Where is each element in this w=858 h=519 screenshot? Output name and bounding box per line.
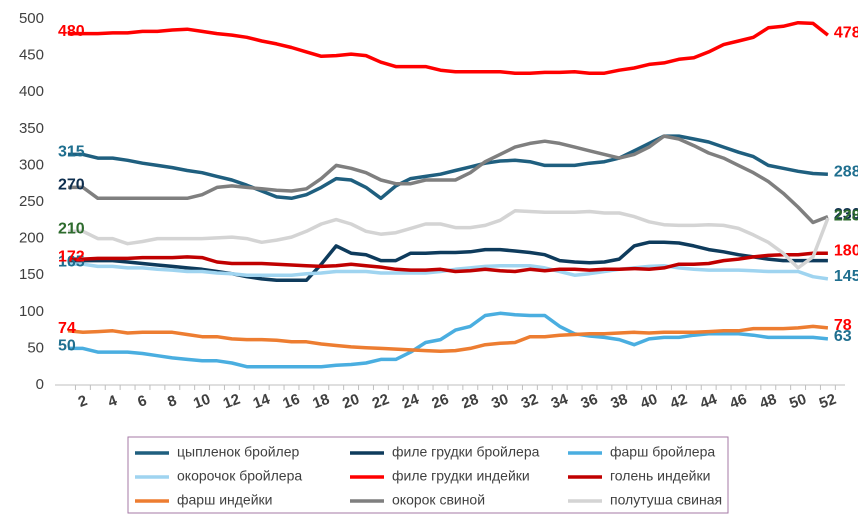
x-tick-label: 8 bbox=[165, 392, 179, 411]
data-label: 315 bbox=[58, 144, 85, 161]
y-tick-label: 400 bbox=[19, 83, 44, 100]
data-label: 63 bbox=[834, 328, 852, 345]
legend-label: окорочок бройлера bbox=[177, 468, 302, 484]
data-label: 478 bbox=[834, 24, 858, 41]
data-label: 145 bbox=[834, 268, 858, 285]
x-tick-label: 40 bbox=[638, 391, 659, 413]
x-tick-label: 28 bbox=[459, 391, 480, 413]
x-tick-label: 32 bbox=[519, 391, 540, 413]
series-line bbox=[68, 209, 830, 270]
legend-label: фарш индейки bbox=[177, 492, 272, 508]
series-line bbox=[68, 20, 829, 75]
x-tick-label: 36 bbox=[579, 391, 600, 413]
data-label: 74 bbox=[58, 320, 76, 337]
data-label: 165 bbox=[58, 253, 85, 270]
y-tick-label: 100 bbox=[19, 303, 44, 320]
x-tick-label: 34 bbox=[549, 390, 571, 412]
y-tick-label: 50 bbox=[27, 339, 44, 356]
legend-label: филе грудки индейки bbox=[392, 468, 530, 484]
x-tick-label: 22 bbox=[370, 391, 391, 413]
data-label: 50 bbox=[58, 338, 76, 355]
x-tick-label: 20 bbox=[340, 391, 361, 413]
x-tick-label: 26 bbox=[430, 391, 451, 413]
series-line bbox=[68, 134, 829, 225]
data-label: 288 bbox=[834, 163, 858, 180]
x-tick-label: 38 bbox=[608, 391, 629, 413]
data-label: 172 bbox=[58, 248, 85, 265]
y-tick-label: 500 bbox=[19, 10, 44, 27]
x-tick-label: 42 bbox=[668, 391, 689, 413]
x-tick-label: 14 bbox=[251, 390, 273, 412]
series-line bbox=[68, 251, 828, 274]
data-label: 180 bbox=[834, 242, 858, 259]
y-tick-label: 200 bbox=[19, 230, 44, 247]
x-tick-label: 52 bbox=[817, 391, 838, 413]
legend-label: филе грудки бройлера bbox=[392, 444, 540, 460]
series-line bbox=[68, 134, 828, 201]
series-line bbox=[68, 240, 828, 283]
x-tick-label: 10 bbox=[191, 391, 212, 413]
data-label: 480 bbox=[58, 23, 85, 40]
y-tick-label: 450 bbox=[19, 47, 44, 64]
data-label: 78 bbox=[834, 317, 852, 334]
y-tick-label: 150 bbox=[19, 266, 44, 283]
y-tick-label: 350 bbox=[19, 120, 44, 137]
x-tick-label: 50 bbox=[787, 391, 808, 413]
x-tick-label: 18 bbox=[310, 391, 331, 413]
y-tick-label: 0 bbox=[36, 376, 44, 393]
x-tick-label: 24 bbox=[400, 390, 422, 412]
x-tick-label: 2 bbox=[76, 392, 90, 411]
y-tick-label: 250 bbox=[19, 193, 44, 210]
data-label: 230 bbox=[834, 206, 858, 223]
y-tick-label: 300 bbox=[19, 156, 44, 173]
x-tick-label: 48 bbox=[757, 391, 778, 413]
legend-label: голень индейки bbox=[610, 468, 710, 484]
data-label: 210 bbox=[58, 220, 85, 237]
series-line bbox=[67, 324, 829, 354]
data-label: 228 bbox=[834, 207, 858, 224]
x-tick-label: 4 bbox=[106, 392, 120, 411]
legend-label: цыпленок бройлер bbox=[177, 444, 300, 460]
legend-box bbox=[127, 436, 729, 514]
x-tick-label: 46 bbox=[728, 391, 749, 413]
x-tick-label: 6 bbox=[135, 392, 149, 411]
legend-label: полутуша свиная bbox=[610, 492, 722, 508]
x-tick-label: 44 bbox=[698, 390, 720, 412]
x-tick-label: 30 bbox=[489, 391, 510, 413]
x-tick-label: 16 bbox=[281, 391, 302, 413]
data-label: 270 bbox=[58, 177, 85, 194]
x-tick-label: 12 bbox=[221, 391, 242, 413]
legend-label: фарш бройлера bbox=[610, 444, 715, 460]
legend-label: окорок свиной bbox=[392, 492, 485, 508]
series-line bbox=[68, 311, 829, 369]
